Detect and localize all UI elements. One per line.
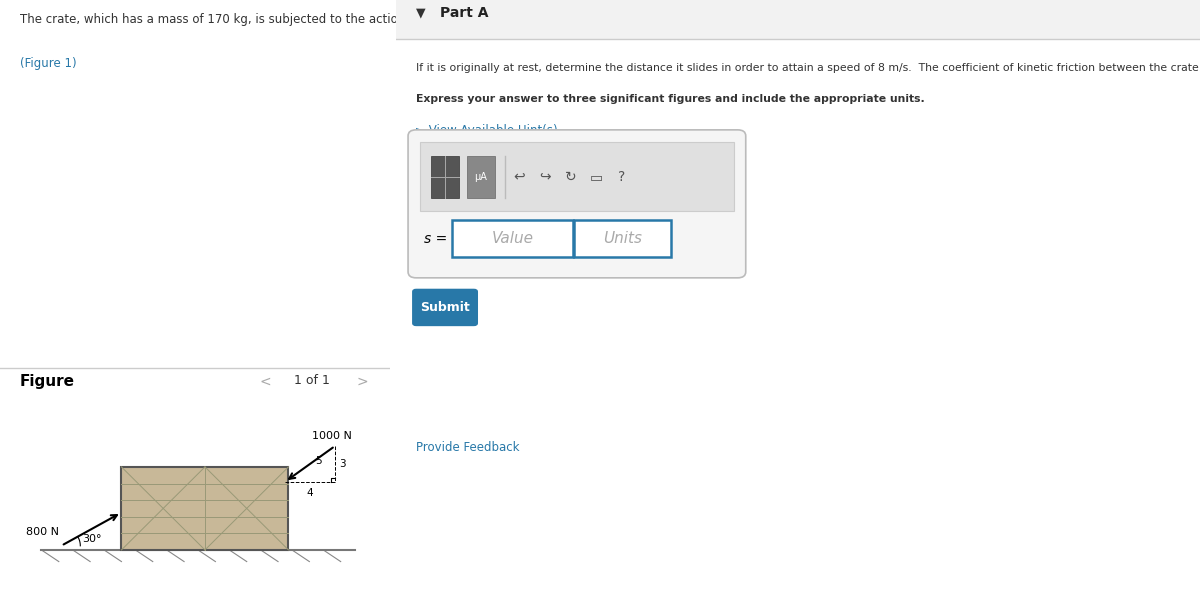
Text: ► View Available Hint(s): ► View Available Hint(s) [416, 124, 558, 137]
Text: 3: 3 [340, 459, 346, 469]
Text: Value: Value [492, 231, 534, 246]
Bar [396, 0, 1200, 39]
Text: Part A: Part A [440, 6, 488, 21]
Text: ▭: ▭ [589, 170, 602, 184]
Bar [431, 156, 458, 198]
Text: ?: ? [618, 170, 625, 184]
Text: 5: 5 [316, 455, 322, 466]
Text: >: > [356, 374, 368, 388]
Text: Submit: Submit [420, 301, 470, 314]
Text: ▼: ▼ [416, 7, 426, 20]
Text: μA: μA [474, 172, 487, 182]
Text: (Figure 1): (Figure 1) [19, 57, 76, 70]
Text: If it is originally at rest, determine the distance it slides in order to attain: If it is originally at rest, determine t… [416, 63, 1200, 74]
Text: ↪: ↪ [539, 170, 551, 184]
Text: Express your answer to three significant figures and include the appropriate uni: Express your answer to three significant… [416, 94, 925, 104]
Bar [467, 156, 494, 198]
Bar [575, 220, 671, 257]
Text: Provide Feedback: Provide Feedback [416, 441, 520, 454]
Text: s =: s = [424, 231, 448, 246]
Text: Units: Units [604, 231, 642, 246]
Bar [420, 142, 733, 211]
Text: The crate, which has a mass of 170 kg, is subjected to the action of the two for: The crate, which has a mass of 170 kg, i… [19, 13, 511, 26]
Bar [452, 220, 572, 257]
Text: 1000 N: 1000 N [312, 431, 352, 441]
Text: 4: 4 [307, 489, 313, 498]
FancyBboxPatch shape [412, 289, 478, 326]
Text: <: < [259, 374, 271, 388]
Text: Figure: Figure [19, 374, 74, 390]
FancyBboxPatch shape [408, 130, 745, 278]
Bar [121, 467, 288, 550]
Text: 800 N: 800 N [26, 527, 60, 538]
Text: ↩: ↩ [514, 170, 524, 184]
Text: ↻: ↻ [565, 170, 576, 184]
Text: 1 of 1: 1 of 1 [294, 374, 330, 388]
Text: 30°: 30° [82, 534, 102, 544]
